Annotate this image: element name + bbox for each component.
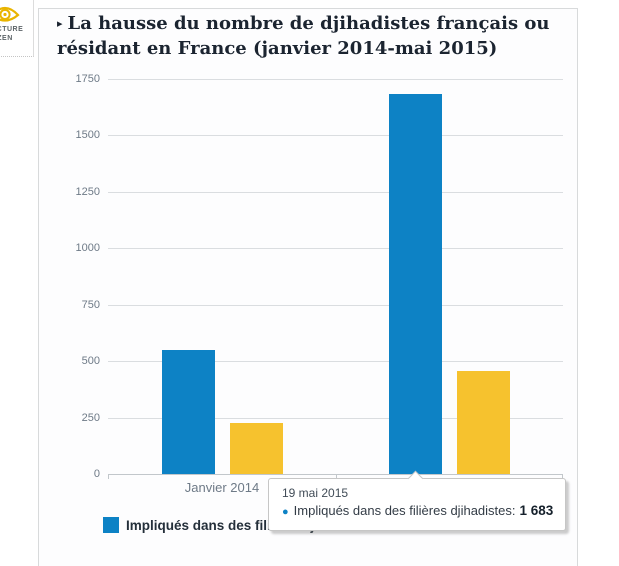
y-gridline bbox=[108, 361, 563, 363]
x-axis-tick bbox=[335, 475, 337, 479]
bar-series0-19-mai-2015[interactable] bbox=[389, 94, 442, 474]
x-axis-line bbox=[108, 474, 563, 475]
y-gridline bbox=[108, 248, 563, 250]
y-axis-tick-label: 250 bbox=[81, 411, 100, 424]
tooltip-row: ● Impliqués dans des filières djihadistes… bbox=[282, 503, 565, 518]
page-title-text: La hausse du nombre de djihadistes franç… bbox=[57, 13, 550, 59]
title-bullet-icon: ▸ bbox=[57, 17, 63, 30]
y-axis-tick-label: 1500 bbox=[75, 129, 100, 142]
tooltip-series-label: Impliqués dans des filières djihadistes: bbox=[293, 503, 516, 518]
x-axis-tick bbox=[562, 475, 563, 479]
y-gridline bbox=[108, 304, 563, 306]
tooltip-date: 19 mai 2015 bbox=[282, 486, 349, 500]
zen-label-line1: LECTURE bbox=[0, 26, 24, 33]
y-gridline bbox=[108, 417, 563, 419]
bar-series1-janvier-2014[interactable] bbox=[229, 423, 283, 474]
y-gridline bbox=[108, 191, 563, 193]
y-axis-tick-label: 750 bbox=[81, 298, 100, 311]
y-axis-tick-label: 1750 bbox=[75, 73, 100, 85]
zen-label-line2: ZEN bbox=[0, 35, 13, 42]
bar-series1-19-mai-2015[interactable] bbox=[457, 371, 510, 474]
zen-reader-button[interactable]: LECTURE ZEN bbox=[0, 0, 34, 57]
x-axis-tick bbox=[108, 475, 109, 479]
tooltip-value: 1 683 bbox=[519, 503, 554, 518]
y-gridline bbox=[108, 79, 563, 80]
eye-icon bbox=[0, 6, 20, 22]
y-axis-tick-label: 0 bbox=[93, 468, 100, 480]
x-category-label: Janvier 2014 bbox=[184, 480, 260, 495]
y-axis-tick-label: 1000 bbox=[75, 242, 100, 255]
bar-series0-janvier-2014[interactable] bbox=[161, 349, 215, 474]
tooltip: 19 mai 2015 ● Impliqués dans des filières… bbox=[268, 470, 566, 531]
y-axis-tick-label: 500 bbox=[81, 355, 100, 368]
legend-swatch bbox=[103, 517, 119, 533]
page-title: ▸ La hausse du nombre de djihadistes fran… bbox=[57, 11, 553, 61]
tooltip-series-bullet-icon: ● bbox=[282, 506, 289, 518]
y-gridline bbox=[108, 135, 563, 137]
y-axis-tick-label: 1250 bbox=[75, 185, 100, 198]
